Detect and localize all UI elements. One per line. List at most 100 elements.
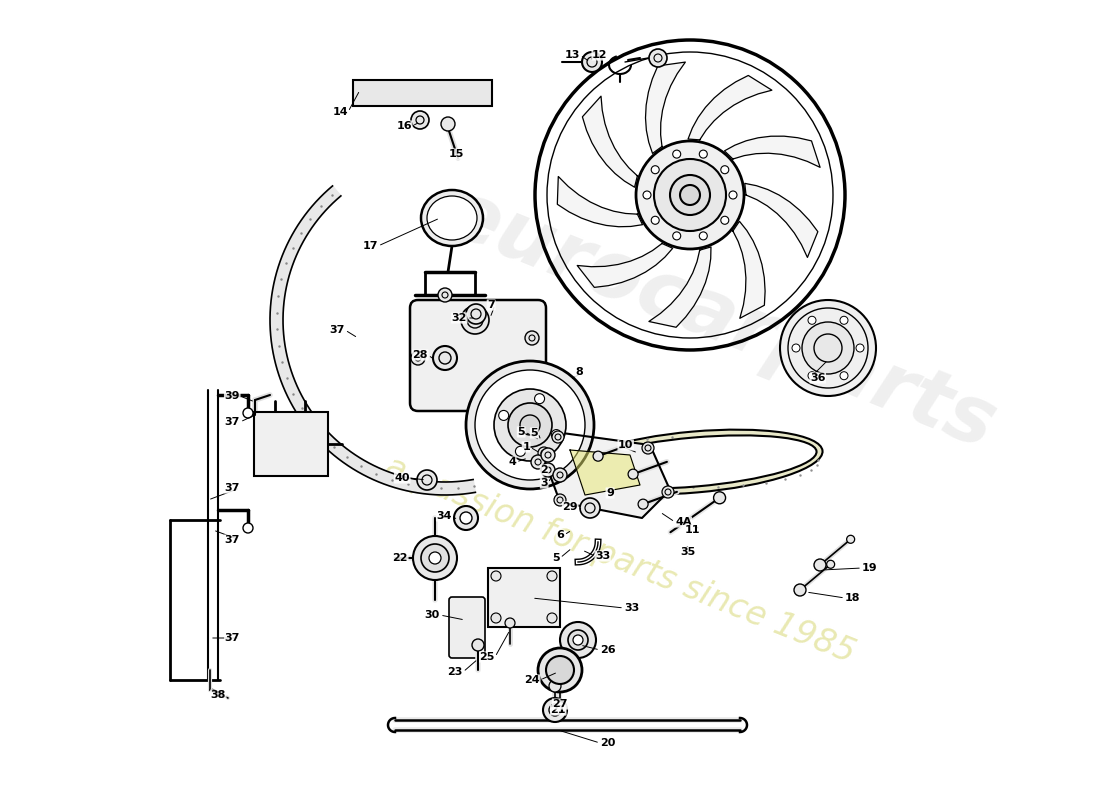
Text: 32: 32 xyxy=(452,313,468,323)
Ellipse shape xyxy=(421,190,483,246)
Circle shape xyxy=(628,469,638,479)
Circle shape xyxy=(535,394,544,404)
Circle shape xyxy=(673,232,681,240)
Polygon shape xyxy=(688,75,772,140)
Circle shape xyxy=(720,216,729,224)
Circle shape xyxy=(525,331,539,345)
Circle shape xyxy=(508,403,552,447)
Circle shape xyxy=(649,49,667,67)
Text: 29: 29 xyxy=(562,502,578,512)
Text: 5: 5 xyxy=(517,427,525,437)
Circle shape xyxy=(856,344,864,352)
Ellipse shape xyxy=(568,430,823,494)
Text: 2: 2 xyxy=(540,465,548,475)
Text: 33: 33 xyxy=(595,551,610,561)
Circle shape xyxy=(429,552,441,564)
Text: 37: 37 xyxy=(224,483,240,493)
Polygon shape xyxy=(558,177,642,226)
Text: 4A: 4A xyxy=(675,517,692,527)
Text: 37: 37 xyxy=(330,325,345,335)
Circle shape xyxy=(580,498,600,518)
Text: 6: 6 xyxy=(557,530,564,540)
Text: 18: 18 xyxy=(845,593,860,603)
Circle shape xyxy=(670,175,710,215)
Text: 11: 11 xyxy=(684,525,700,535)
FancyBboxPatch shape xyxy=(254,412,328,476)
Circle shape xyxy=(554,494,566,506)
Circle shape xyxy=(541,448,556,462)
Circle shape xyxy=(642,442,654,454)
Text: 22: 22 xyxy=(393,553,408,563)
Circle shape xyxy=(454,506,478,530)
Circle shape xyxy=(516,446,526,456)
Circle shape xyxy=(552,431,564,443)
Circle shape xyxy=(700,150,707,158)
Polygon shape xyxy=(649,247,711,327)
Circle shape xyxy=(475,370,585,480)
Text: 37: 37 xyxy=(224,633,240,643)
Circle shape xyxy=(243,523,253,533)
Circle shape xyxy=(531,455,544,469)
Text: 8: 8 xyxy=(575,367,583,377)
Circle shape xyxy=(680,185,700,205)
FancyBboxPatch shape xyxy=(410,300,546,411)
Text: 10: 10 xyxy=(618,440,634,450)
Circle shape xyxy=(441,117,455,131)
Circle shape xyxy=(729,191,737,199)
Circle shape xyxy=(593,451,603,461)
Circle shape xyxy=(654,159,726,231)
Circle shape xyxy=(808,372,816,380)
Circle shape xyxy=(573,635,583,645)
Text: a passion for parts since 1985: a passion for parts since 1985 xyxy=(381,450,860,670)
Circle shape xyxy=(491,613,501,623)
Text: 15: 15 xyxy=(449,149,464,159)
Circle shape xyxy=(673,150,681,158)
Circle shape xyxy=(814,559,826,571)
Text: 40: 40 xyxy=(395,473,410,483)
Circle shape xyxy=(472,639,484,651)
Text: 25: 25 xyxy=(480,652,495,662)
Text: 5: 5 xyxy=(530,428,538,438)
Text: 27: 27 xyxy=(552,699,568,709)
Circle shape xyxy=(412,536,456,580)
Polygon shape xyxy=(270,186,475,495)
Text: 23: 23 xyxy=(448,667,463,677)
Circle shape xyxy=(460,512,472,524)
Circle shape xyxy=(438,288,452,302)
Text: 3: 3 xyxy=(540,478,548,488)
Circle shape xyxy=(417,470,437,490)
Circle shape xyxy=(847,535,855,543)
Polygon shape xyxy=(725,136,821,167)
Circle shape xyxy=(491,571,501,581)
Circle shape xyxy=(520,415,540,435)
Polygon shape xyxy=(582,96,637,187)
Text: 9: 9 xyxy=(606,488,614,498)
Circle shape xyxy=(794,584,806,596)
Circle shape xyxy=(638,499,648,509)
Circle shape xyxy=(808,316,816,324)
Text: 14: 14 xyxy=(332,107,348,117)
Circle shape xyxy=(546,656,574,684)
Polygon shape xyxy=(570,450,640,495)
Polygon shape xyxy=(578,243,673,287)
FancyBboxPatch shape xyxy=(449,597,485,658)
Circle shape xyxy=(651,166,659,174)
Polygon shape xyxy=(540,432,670,518)
Polygon shape xyxy=(745,183,817,258)
Circle shape xyxy=(780,300,876,396)
Text: 1: 1 xyxy=(522,442,530,452)
Circle shape xyxy=(421,544,449,572)
Polygon shape xyxy=(733,222,766,318)
Circle shape xyxy=(505,618,515,628)
Ellipse shape xyxy=(427,196,477,240)
Circle shape xyxy=(411,351,425,365)
Circle shape xyxy=(636,141,744,249)
Circle shape xyxy=(568,630,588,650)
Text: 26: 26 xyxy=(600,645,616,655)
Circle shape xyxy=(792,344,800,352)
Circle shape xyxy=(547,571,557,581)
Text: 37: 37 xyxy=(224,535,240,545)
Circle shape xyxy=(560,622,596,658)
Circle shape xyxy=(826,560,835,568)
Text: 33: 33 xyxy=(624,603,639,613)
